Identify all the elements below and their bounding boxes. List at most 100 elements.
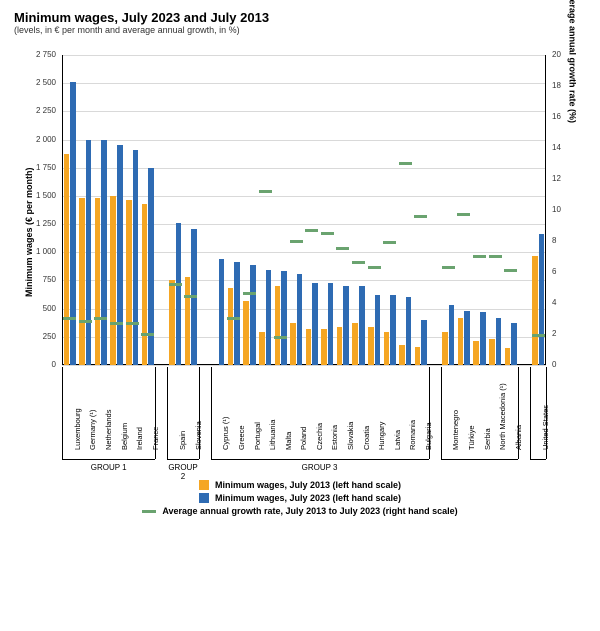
bar-2013 xyxy=(64,154,70,365)
ytick-left: 750 xyxy=(14,275,56,284)
growth-marker xyxy=(94,317,107,320)
growth-marker xyxy=(399,162,412,165)
group-divider xyxy=(546,367,547,459)
x-label: Estonia xyxy=(330,370,339,450)
bar-2013 xyxy=(489,339,495,365)
ytick-left: 1 250 xyxy=(14,219,56,228)
legend: Minimum wages, July 2013 (left hand scal… xyxy=(14,477,586,519)
ytick-left: 1 000 xyxy=(14,247,56,256)
bar-2023 xyxy=(266,270,272,365)
growth-marker xyxy=(352,261,365,264)
y-axis-left-label: Minimum wages (€ per month) xyxy=(24,167,34,297)
bar-2023 xyxy=(375,295,381,365)
x-label: Montenegro xyxy=(451,370,460,450)
group-divider xyxy=(199,367,200,459)
growth-marker xyxy=(442,266,455,269)
group-divider xyxy=(530,367,531,459)
bar-2013 xyxy=(275,286,281,365)
legend-swatch xyxy=(199,493,209,503)
x-label: Latvia xyxy=(393,370,402,450)
x-label: Serbia xyxy=(483,370,492,450)
ytick-right: 14 xyxy=(552,143,561,152)
legend-item: Minimum wages, July 2013 (left hand scal… xyxy=(14,480,586,490)
growth-marker xyxy=(305,229,318,232)
bar-2013 xyxy=(142,204,148,365)
bar-2013 xyxy=(110,196,116,365)
bar-2013 xyxy=(126,200,132,365)
growth-marker xyxy=(274,336,287,339)
bar-2023 xyxy=(464,311,470,365)
group-divider xyxy=(518,367,519,459)
bar-2023 xyxy=(117,145,123,365)
ytick-left: 1 750 xyxy=(14,163,56,172)
bar-2023 xyxy=(70,82,76,365)
bar-2023 xyxy=(496,318,502,365)
grid-line xyxy=(62,140,546,141)
growth-marker xyxy=(110,322,123,325)
bar-2023 xyxy=(86,140,92,365)
bar-2013 xyxy=(473,341,479,365)
x-label: Romania xyxy=(408,370,417,450)
growth-marker xyxy=(63,317,76,320)
group-divider xyxy=(211,367,212,459)
ytick-right: 16 xyxy=(552,112,561,121)
x-label: Hungary xyxy=(377,370,386,450)
bar-2023 xyxy=(297,274,303,365)
x-label: North Macedonia (¹) xyxy=(498,370,507,450)
growth-marker xyxy=(184,295,197,298)
ytick-right: 4 xyxy=(552,298,556,307)
ytick-right: 2 xyxy=(552,329,556,338)
bar-2023 xyxy=(101,140,107,365)
bar-2023 xyxy=(421,320,427,365)
grid-line xyxy=(62,83,546,84)
growth-marker xyxy=(141,333,154,336)
growth-marker xyxy=(126,322,139,325)
growth-marker xyxy=(504,269,517,272)
legend-label: Minimum wages, July 2013 (left hand scal… xyxy=(215,480,401,490)
x-label: Cyprus (¹) xyxy=(221,370,230,450)
legend-swatch xyxy=(199,480,209,490)
bar-2023 xyxy=(406,297,412,365)
ytick-left: 0 xyxy=(14,360,56,369)
x-label: Poland xyxy=(299,370,308,450)
bar-2023 xyxy=(281,271,287,365)
ytick-right: 18 xyxy=(552,81,561,90)
x-label: Portugal xyxy=(253,370,262,450)
group-bracket xyxy=(62,459,155,460)
bar-2023 xyxy=(343,286,349,365)
ytick-left: 1 500 xyxy=(14,191,56,200)
bar-2013 xyxy=(306,329,312,365)
x-label: Czechia xyxy=(315,370,324,450)
bar-2013 xyxy=(290,323,296,365)
bar-2013 xyxy=(415,347,421,365)
bar-2013 xyxy=(442,332,448,365)
bar-2013 xyxy=(243,301,249,365)
group-divider xyxy=(429,367,430,459)
group-bracket xyxy=(211,459,429,460)
ytick-right: 8 xyxy=(552,236,556,245)
x-label: Ireland xyxy=(135,370,144,450)
bar-2023 xyxy=(328,283,334,365)
x-label: Slovakia xyxy=(346,370,355,450)
group-divider xyxy=(155,367,156,459)
bar-2013 xyxy=(228,288,234,365)
bar-2023 xyxy=(250,265,256,365)
bar-2023 xyxy=(312,283,318,365)
x-label: Greece xyxy=(237,370,246,450)
group-bracket xyxy=(167,459,198,460)
bar-2013 xyxy=(532,256,538,365)
chart-area: 02505007501 0001 2501 5001 7502 0002 250… xyxy=(14,45,586,515)
ytick-left: 2 750 xyxy=(14,50,56,59)
bar-2013 xyxy=(399,345,405,365)
growth-marker xyxy=(259,190,272,193)
growth-marker xyxy=(243,292,256,295)
bar-2023 xyxy=(234,262,240,365)
group-divider xyxy=(167,367,168,459)
growth-marker xyxy=(79,320,92,323)
bar-2023 xyxy=(511,323,517,365)
growth-marker xyxy=(457,213,470,216)
bar-2013 xyxy=(95,198,101,365)
legend-item: Minimum wages, July 2023 (left hand scal… xyxy=(14,493,586,503)
legend-item: Average annual growth rate, July 2013 to… xyxy=(14,506,586,516)
bar-2013 xyxy=(169,280,175,365)
